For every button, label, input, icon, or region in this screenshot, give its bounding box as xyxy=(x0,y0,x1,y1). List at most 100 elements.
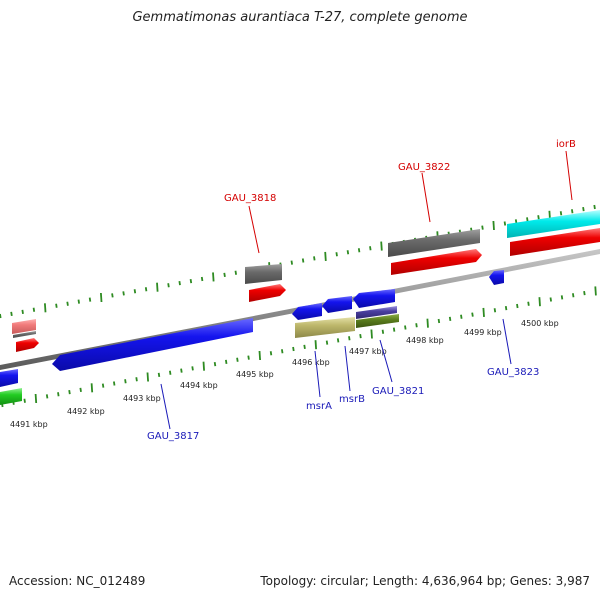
major-tick xyxy=(426,318,429,328)
leader-iorb xyxy=(565,150,573,201)
scale-label-4497: 4497 kbp xyxy=(349,347,387,356)
gene-pink-block[interactable] xyxy=(12,319,36,334)
minor-tick xyxy=(582,206,585,212)
minor-tick xyxy=(346,250,350,255)
gene-gray-block-3822[interactable] xyxy=(388,229,480,257)
minor-tick xyxy=(77,299,80,304)
minor-tick xyxy=(79,387,82,393)
minor-tick xyxy=(223,272,226,278)
minor-tick xyxy=(169,370,172,375)
map-title: Gemmatimonas aurantiaca T-27, complete g… xyxy=(132,10,468,25)
accession-text: Accession: NC_012489 xyxy=(9,574,146,588)
gene-cyan-block-iorb[interactable] xyxy=(507,210,600,238)
gene-red-arrow-3822[interactable] xyxy=(391,249,482,275)
minor-tick xyxy=(537,215,540,220)
major-tick xyxy=(212,272,215,282)
minor-tick xyxy=(290,260,293,265)
gene-labels: GAU_3818 GAU_3822 iorB GAU_3817 msrA msr… xyxy=(147,139,576,442)
gene-red-block-iorb[interactable] xyxy=(510,228,600,256)
label-gau-3817: GAU_3817 xyxy=(147,431,199,442)
major-tick xyxy=(34,393,38,404)
minor-tick xyxy=(225,359,228,365)
label-iorb: iorB xyxy=(556,139,576,150)
minor-tick xyxy=(549,297,552,302)
major-tick xyxy=(146,372,149,382)
minor-tick xyxy=(481,225,484,230)
upper-tick-row xyxy=(0,204,596,319)
gene-blue-partial-left[interactable] xyxy=(0,369,18,387)
minor-tick xyxy=(559,211,563,216)
minor-tick xyxy=(516,303,519,309)
minor-tick xyxy=(381,329,385,334)
minor-tick xyxy=(572,293,575,298)
major-tick xyxy=(482,307,485,317)
upper-strand-genes xyxy=(12,210,600,352)
minor-tick xyxy=(583,290,586,296)
minor-tick xyxy=(392,327,396,332)
label-leaders xyxy=(160,150,573,430)
major-tick xyxy=(594,286,597,296)
scale-label-4493: 4493 kbp xyxy=(123,394,161,403)
minor-tick xyxy=(335,252,338,257)
gene-slate-strip[interactable] xyxy=(356,306,397,319)
minor-tick xyxy=(369,246,372,251)
minor-tick xyxy=(135,377,138,382)
scale-label-4494: 4494 kbp xyxy=(180,381,218,390)
minor-tick xyxy=(113,381,116,386)
label-msra: msrA xyxy=(306,401,332,412)
minor-tick xyxy=(66,301,69,306)
minor-tick xyxy=(144,287,148,292)
minor-tick xyxy=(471,312,474,317)
scale-label-4498: 4498 kbp xyxy=(406,336,444,345)
leader-gau-3817 xyxy=(160,383,171,430)
scale-label-4496: 4496 kbp xyxy=(292,358,330,367)
major-tick xyxy=(380,241,383,251)
minor-tick xyxy=(325,340,329,345)
minor-tick xyxy=(180,368,183,373)
gene-khaki-block[interactable] xyxy=(295,317,355,338)
minor-tick xyxy=(571,209,574,214)
gene-blue-arrow-msra[interactable] xyxy=(292,303,322,320)
minor-tick xyxy=(124,379,127,384)
minor-tick xyxy=(526,217,529,222)
minor-tick xyxy=(359,333,362,339)
gene-blue-arrow-msrb[interactable] xyxy=(322,296,352,313)
major-tick xyxy=(370,329,373,339)
leader-gau-3821 xyxy=(379,339,393,383)
scale-label-4499: 4499 kbp xyxy=(464,328,502,337)
minor-tick xyxy=(133,289,137,294)
minor-tick xyxy=(493,308,497,313)
minor-tick xyxy=(32,307,36,312)
gene-blue-small-arrow[interactable] xyxy=(489,270,504,285)
leader-gau-3822 xyxy=(421,172,431,223)
minor-tick xyxy=(200,276,204,282)
genome-summary-text: Topology: circular; Length: 4,636,964 bp… xyxy=(260,574,590,588)
label-msrb: msrB xyxy=(339,394,365,405)
leader-msra xyxy=(314,350,321,398)
gene-red-arrow-left[interactable] xyxy=(16,338,39,352)
minor-tick xyxy=(527,301,530,306)
gene-gray-block-3818[interactable] xyxy=(245,264,282,284)
label-gau-3821: GAU_3821 xyxy=(372,386,424,397)
gene-gray-strip-left[interactable] xyxy=(13,331,36,338)
gene-red-arrow-3818[interactable] xyxy=(249,284,286,302)
scale-label-4500: 4500 kbp xyxy=(521,319,559,328)
minor-tick xyxy=(303,344,306,350)
minor-tick xyxy=(157,372,161,378)
gene-green-partial-left[interactable] xyxy=(0,388,22,405)
gene-blue-arrow-3817[interactable] xyxy=(52,318,253,371)
minor-tick xyxy=(460,314,463,319)
minor-tick xyxy=(313,256,316,261)
gene-blue-arrow-3821[interactable] xyxy=(353,289,395,308)
major-tick xyxy=(538,297,541,307)
minor-tick xyxy=(55,303,58,308)
minor-tick xyxy=(23,398,26,403)
gene-olive-strip[interactable] xyxy=(356,314,399,328)
label-gau-3823: GAU_3823 xyxy=(487,367,539,378)
leader-gau-3823 xyxy=(502,318,512,365)
minor-tick xyxy=(213,361,217,367)
minor-tick xyxy=(236,357,239,362)
minor-tick xyxy=(247,355,250,360)
minor-tick xyxy=(68,389,71,395)
